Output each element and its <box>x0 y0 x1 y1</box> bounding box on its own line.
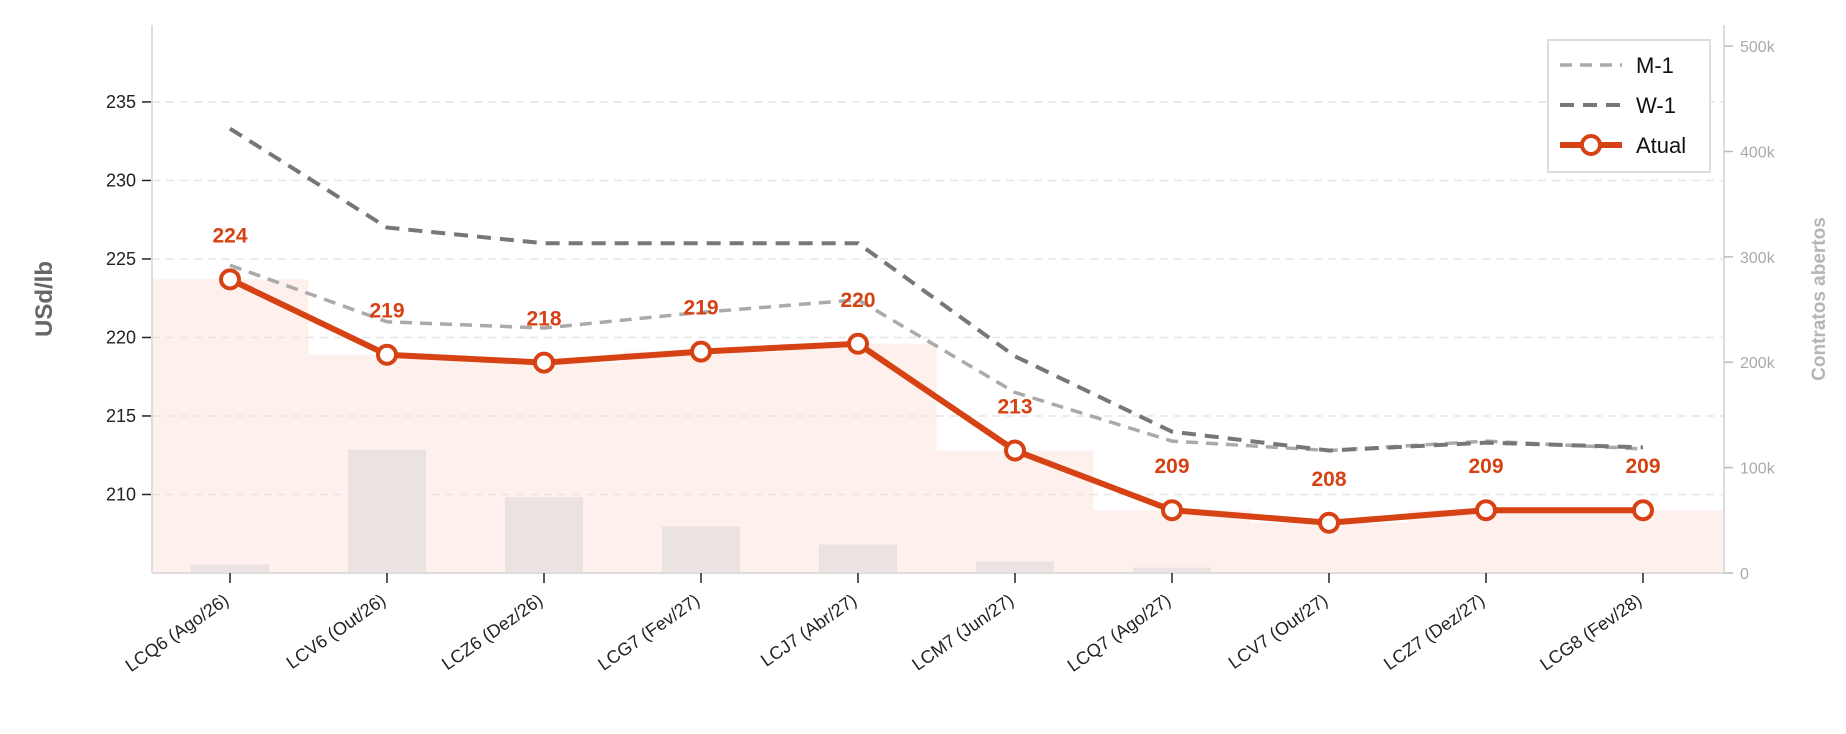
series-point-atual <box>1318 511 1340 534</box>
data-label: 213 <box>997 396 1032 419</box>
open-interest-bar <box>191 564 269 573</box>
legend-label: Atual <box>1636 133 1686 158</box>
grid-layer <box>152 101 1724 496</box>
data-label: 209 <box>1625 455 1660 478</box>
series-point-atual <box>219 268 241 291</box>
series-point-atual <box>1632 499 1654 522</box>
y2-tick-label: 500k <box>1740 39 1776 56</box>
y-tick-label-225: 225 <box>106 249 136 269</box>
y-tick-label-235: 235 <box>106 92 136 112</box>
y-tick-label-215: 215 <box>106 406 136 426</box>
data-label: 224 <box>212 224 247 247</box>
series-lines <box>219 126 1654 534</box>
data-label: 209 <box>1468 455 1503 478</box>
series-point-atual <box>1475 499 1497 522</box>
open-interest-bar <box>976 561 1054 573</box>
series-line-atual <box>228 276 1643 526</box>
data-label: 218 <box>526 308 561 331</box>
open-interest-bar <box>505 497 583 573</box>
y2-tick-label: 400k <box>1740 144 1776 161</box>
series-line-m-1 <box>229 263 1644 453</box>
y-tick-label-210: 210 <box>106 484 136 504</box>
data-label: 208 <box>1311 468 1346 491</box>
y-tick-label-230: 230 <box>106 170 136 190</box>
y2-tick-label: 0 <box>1740 566 1749 583</box>
legend-label: W-1 <box>1636 93 1676 118</box>
legend-marker-atual <box>1580 134 1602 156</box>
series-point-atual <box>847 332 869 355</box>
legend-label: M-1 <box>1636 53 1674 78</box>
legend-box <box>1547 39 1711 173</box>
data-label: 220 <box>840 289 875 312</box>
open-interest-bar <box>1133 567 1211 573</box>
y-axis-title: USd/lb <box>31 261 58 337</box>
series-point-atual <box>376 343 398 366</box>
series-line-w-1 <box>228 126 1644 453</box>
open-interest-bar <box>662 526 740 573</box>
y-tick-label-220: 220 <box>106 327 136 347</box>
data-label: 209 <box>1154 455 1189 478</box>
legend: M-1 W-1 Atual <box>1547 39 1711 173</box>
y2-tick-label: 100k <box>1740 461 1776 478</box>
series-point-atual <box>533 351 555 374</box>
y2-tick-label: 300k <box>1740 250 1776 267</box>
y2-tick-label: 200k <box>1740 355 1776 372</box>
series-point-atual <box>690 340 712 363</box>
open-interest-bars <box>191 449 1211 573</box>
series-point-atual <box>1004 439 1026 462</box>
open-interest-bar <box>819 544 897 573</box>
data-labels: 224 219 218 219 220 213 209 208 209 209 <box>212 224 1660 490</box>
data-label: 219 <box>369 300 404 323</box>
y2-axis-title: Contratos abertos <box>1809 217 1830 381</box>
series-point-atual <box>1161 499 1183 522</box>
data-label: 219 <box>683 297 718 320</box>
open-interest-bar <box>348 449 426 573</box>
